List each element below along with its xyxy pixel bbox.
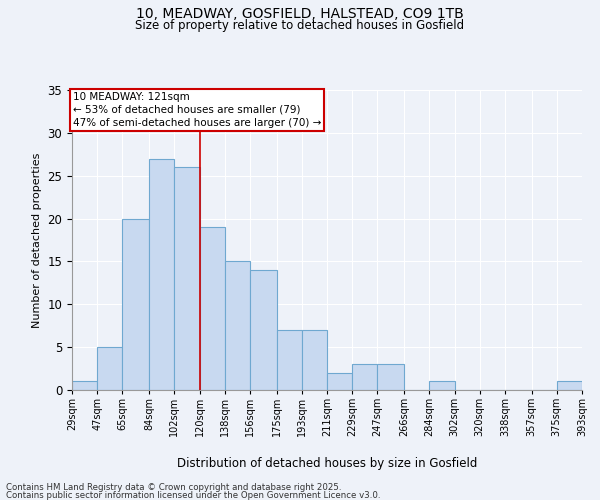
- Text: Size of property relative to detached houses in Gosfield: Size of property relative to detached ho…: [136, 18, 464, 32]
- Text: 10, MEADWAY, GOSFIELD, HALSTEAD, CO9 1TB: 10, MEADWAY, GOSFIELD, HALSTEAD, CO9 1TB: [136, 8, 464, 22]
- Text: 10 MEADWAY: 121sqm
← 53% of detached houses are smaller (79)
47% of semi-detache: 10 MEADWAY: 121sqm ← 53% of detached hou…: [73, 92, 321, 128]
- Bar: [250, 270, 277, 390]
- Bar: [199, 227, 225, 390]
- Bar: [377, 364, 404, 390]
- Bar: [122, 218, 149, 390]
- Text: Contains public sector information licensed under the Open Government Licence v3: Contains public sector information licen…: [6, 491, 380, 500]
- Bar: [277, 330, 302, 390]
- Bar: [174, 167, 199, 390]
- Text: Distribution of detached houses by size in Gosfield: Distribution of detached houses by size …: [177, 458, 477, 470]
- Bar: [327, 373, 352, 390]
- Bar: [149, 158, 174, 390]
- Bar: [302, 330, 327, 390]
- Text: Contains HM Land Registry data © Crown copyright and database right 2025.: Contains HM Land Registry data © Crown c…: [6, 482, 341, 492]
- Bar: [352, 364, 377, 390]
- Bar: [97, 347, 122, 390]
- Bar: [225, 262, 250, 390]
- Y-axis label: Number of detached properties: Number of detached properties: [32, 152, 42, 328]
- Bar: [557, 382, 582, 390]
- Bar: [429, 382, 455, 390]
- Bar: [72, 382, 97, 390]
